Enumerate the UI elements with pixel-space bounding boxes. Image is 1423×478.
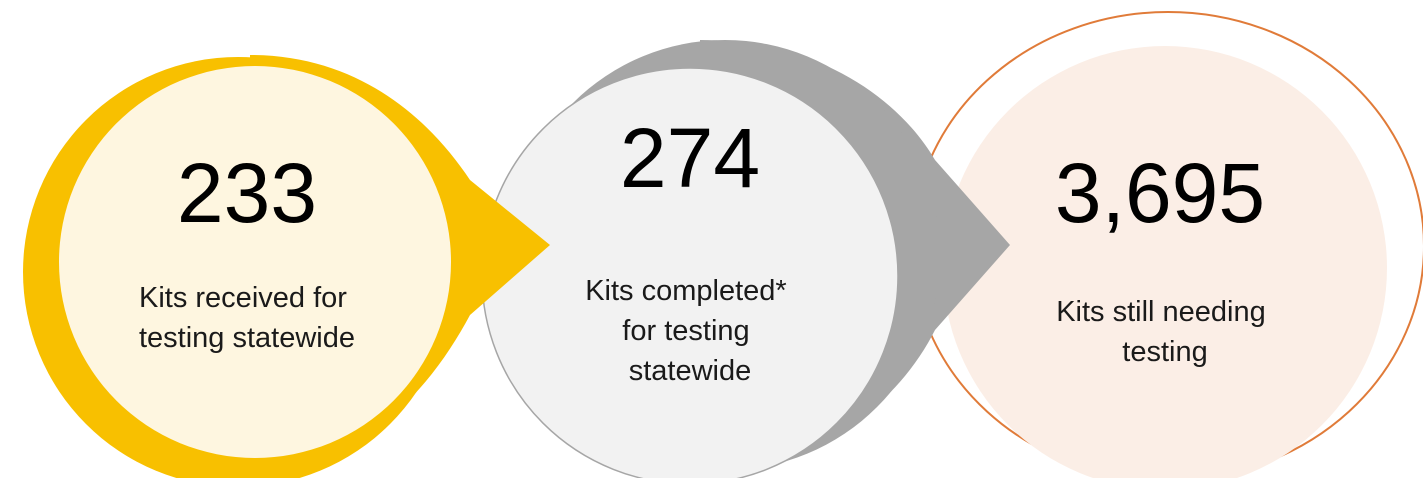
label-line: for testing [622,315,749,347]
label: Kits received for testing statewide [139,282,355,354]
count: 233 [177,146,317,240]
count: 274 [620,111,760,205]
label-line: testing [1122,336,1207,368]
step-circle [943,46,1387,478]
label: Kits still needing testing [1056,296,1274,368]
label: Kits completed* for testing statewide [585,275,795,387]
label-line: Kits completed* [585,275,787,307]
step-circle [59,66,451,458]
label-line: statewide [629,355,752,387]
count: 3,695 [1055,146,1265,240]
label-line: Kits received for [139,282,347,314]
label-line: testing statewide [139,322,355,354]
label-line: Kits still needing [1056,296,1266,328]
